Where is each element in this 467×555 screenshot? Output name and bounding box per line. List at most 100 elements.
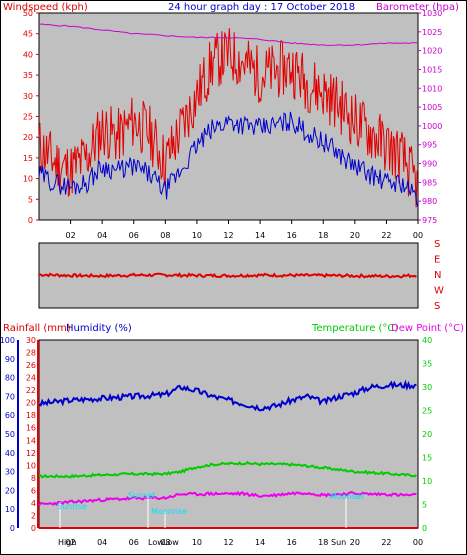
compass-letter: S	[434, 301, 440, 312]
x-tick-label: 02	[65, 231, 75, 240]
x-tick-label: 18	[318, 538, 328, 547]
humidity-tick-label: 30	[5, 468, 15, 477]
rain-tick-label: 18	[26, 411, 36, 420]
windspeed-line	[38, 28, 419, 208]
temp-hum-plot	[38, 339, 419, 529]
temp-tick-label: 5	[422, 501, 427, 510]
humidity-line	[38, 379, 417, 412]
rain-tick-label: 2	[31, 511, 36, 520]
dewpoint-line	[38, 490, 417, 507]
wind-tick-label: 40	[23, 50, 33, 59]
baro-tick-label: 1000	[422, 122, 442, 131]
humidity-tick-label: 0	[10, 524, 15, 533]
temp-tick-label: 30	[422, 383, 432, 392]
humidity-tick-label: 100	[0, 336, 15, 345]
wind-tick-label: 25	[23, 113, 33, 122]
hilo-label-high: High	[58, 538, 76, 547]
rain-tick-label: 28	[26, 349, 36, 358]
x-tick-label: 16	[287, 231, 297, 240]
x-tick-label: 20	[350, 538, 360, 547]
humidity-tick-label: 20	[5, 486, 15, 495]
baro-tick-label: 1005	[422, 103, 442, 112]
x-tick-label: 20	[350, 231, 360, 240]
rain-tick-label: 30	[26, 336, 36, 345]
temp-tick-label: 35	[422, 360, 432, 369]
wind-tick-label: 20	[23, 133, 33, 142]
rain-tick-label: 8	[31, 474, 36, 483]
temp-tick-label: 40	[422, 336, 432, 345]
sunset-label: Sunset	[128, 491, 155, 500]
x-tick-label: 10	[192, 538, 202, 547]
humidity-tick-label: 60	[5, 411, 15, 420]
x-tick-label: 22	[381, 231, 391, 240]
baro-tick-label: 1015	[422, 65, 442, 74]
wind-tick-label: 45	[23, 30, 33, 39]
temperature-axis-label: Temperature (°C)	[311, 323, 398, 334]
hilo-label-sun: Sun	[331, 538, 346, 547]
compass-letter: N	[434, 270, 441, 281]
humidity-axis-label: Humidity (%)	[66, 323, 132, 334]
compass-letter: E	[434, 255, 440, 266]
wind-tick-label: 30	[23, 92, 33, 101]
wind-gust-line	[38, 111, 419, 208]
humidity-tick-label: 10	[5, 505, 15, 514]
x-tick-label: 06	[129, 231, 139, 240]
baro-tick-label: 995	[422, 141, 437, 150]
temp-tick-label: 10	[422, 477, 432, 486]
x-tick-label: 12	[223, 231, 233, 240]
wind-tick-label: 35	[23, 71, 33, 80]
temperature-line	[38, 460, 418, 479]
graph-title: 24 hour graph day : 17 October 2018	[168, 2, 355, 13]
rain-tick-label: 10	[26, 461, 36, 470]
x-tick-label: 14	[255, 231, 265, 240]
temp-tick-label: 15	[422, 454, 432, 463]
x-tick-label: 16	[287, 538, 297, 547]
x-tick-label: 22	[381, 538, 391, 547]
x-tick-label: 00	[413, 231, 423, 240]
humidity-tick-label: 40	[5, 449, 15, 458]
x-tick-label: 12	[223, 538, 233, 547]
x-tick-label: 08	[160, 538, 170, 547]
humidity-tick-label: 90	[5, 355, 15, 364]
x-tick-label: 04	[97, 231, 107, 240]
temp-tick-label: 0	[422, 524, 427, 533]
moonset-label: Moonset	[330, 492, 364, 501]
x-tick-label: 02	[65, 538, 75, 547]
baro-tick-label: 1020	[422, 47, 442, 56]
wind-axis-label: Windspeed (kph)	[3, 2, 88, 13]
rain-tick-label: 26	[26, 361, 36, 370]
x-tick-label: 06	[129, 538, 139, 547]
rain-tick-label: 14	[26, 436, 36, 445]
x-tick-label: 18	[318, 231, 328, 240]
hilo-label-low2: Low	[163, 538, 179, 547]
humidity-tick-label: 70	[5, 392, 15, 401]
rain-tick-label: 22	[26, 386, 36, 395]
dewpoint-axis-label: Dew Point (°C)	[391, 323, 464, 334]
barometer-line	[38, 23, 419, 47]
wind-tick-label: 10	[23, 175, 33, 184]
rain-tick-label: 20	[26, 399, 36, 408]
x-tick-label: 14	[255, 538, 265, 547]
baro-tick-label: 1025	[422, 28, 442, 37]
wind-tick-label: 15	[23, 154, 33, 163]
x-tick-label: 08	[160, 231, 170, 240]
temp-tick-label: 20	[422, 430, 432, 439]
rain-tick-label: 16	[26, 424, 36, 433]
baro-tick-label: 985	[422, 178, 437, 187]
astro-annotations: Sunrise Sunset Moonrise Moonset High Low…	[57, 491, 364, 547]
baro-axis-label: Barometer (hpa)	[376, 2, 459, 13]
rain-tick-label: 0	[31, 524, 36, 533]
wind-tick-label: 5	[28, 195, 33, 204]
baro-tick-label: 975	[422, 216, 437, 225]
baro-tick-label: 980	[422, 197, 437, 206]
rain-tick-label: 24	[26, 374, 36, 383]
baro-tick-label: 1010	[422, 84, 442, 93]
rain-axis-label: Rainfall (mm)	[3, 323, 71, 334]
x-tick-label: 04	[97, 538, 107, 547]
rain-tick-label: 4	[31, 499, 36, 508]
rain-tick-label: 12	[26, 449, 36, 458]
x-tick-label: 10	[192, 231, 202, 240]
sunrise-label: Sunrise	[57, 502, 87, 511]
